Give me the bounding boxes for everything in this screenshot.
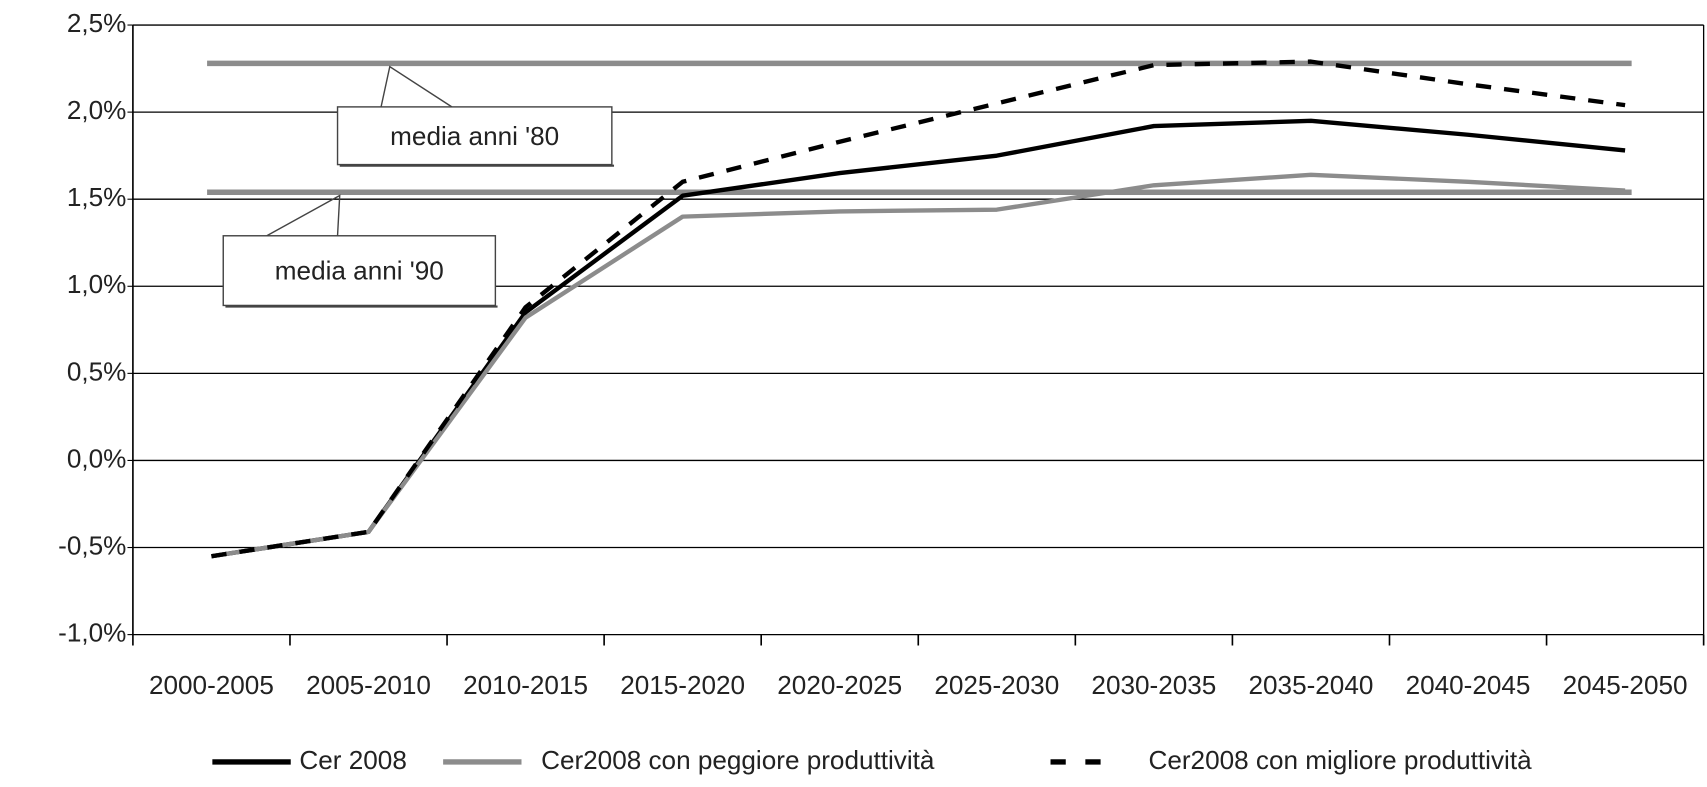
x-tick-label: 2040-2045: [1406, 670, 1531, 700]
x-tick-label: 2000-2005: [149, 670, 274, 700]
callout-box: [222, 235, 497, 307]
callout-box: [336, 106, 613, 166]
x-tick-label: 2035-2040: [1249, 670, 1374, 700]
x-tick-label: 2045-2050: [1563, 670, 1688, 700]
y-tick-label: 1,0%: [67, 269, 127, 299]
legend-label: Cer2008 con peggiore produttività: [541, 745, 935, 775]
y-tick-label: 0,0%: [67, 443, 127, 473]
legend-label: Cer2008 con migliore produttività: [1148, 745, 1532, 775]
callout-pointer: [380, 65, 453, 108]
y-tick-label: 0,5%: [67, 356, 127, 386]
callout-pointer: [266, 194, 341, 237]
callout-label: media anni '90: [275, 256, 444, 286]
x-tick-label: 2005-2010: [306, 670, 431, 700]
y-tick-label: 2,0%: [67, 95, 127, 125]
y-tick-label: -1,0%: [58, 618, 126, 648]
x-tick-label: 2030-2035: [1091, 670, 1216, 700]
x-tick-label: 2015-2020: [620, 670, 745, 700]
series-line: [211, 118, 1626, 559]
legend-label: Cer 2008: [299, 745, 406, 775]
y-tick-label: 1,5%: [67, 182, 127, 212]
series-line: [211, 59, 1626, 559]
series-line: [211, 172, 1626, 559]
x-tick-label: 2025-2030: [934, 670, 1059, 700]
x-tick-label: 2010-2015: [463, 670, 588, 700]
x-tick-label: 2020-2025: [777, 670, 902, 700]
y-tick-label: -0,5%: [58, 530, 126, 560]
y-tick-label: 2,5%: [67, 8, 127, 38]
callout-label: media anni '80: [390, 121, 559, 151]
